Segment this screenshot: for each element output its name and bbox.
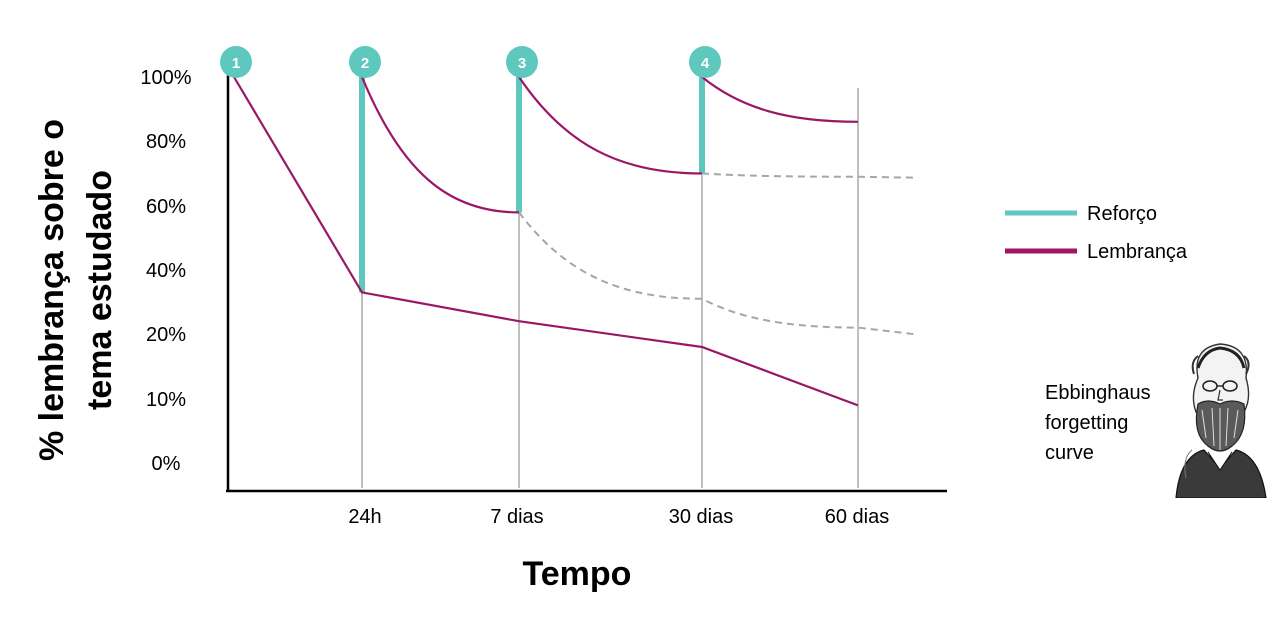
legend-label-1: Reforço xyxy=(1087,203,1157,225)
y-tick-label: 80% xyxy=(146,131,186,153)
y-tick-label: 100% xyxy=(140,67,191,89)
reinforcement-marker-4 xyxy=(689,46,721,78)
caption-line-2: forgetting xyxy=(1045,412,1129,434)
y-tick-label: 60% xyxy=(146,196,186,218)
memory-curves xyxy=(233,76,859,407)
reinforcement-marker-label: 4 xyxy=(701,55,710,72)
reinforcement-marker-label: 3 xyxy=(518,55,526,72)
memory-curve-after-review-2 xyxy=(360,76,520,214)
vertical-guides xyxy=(361,88,859,488)
reinforcement-marker-label: 2 xyxy=(361,55,369,72)
x-tick-labels: 24h 7 dias 30 dias 60 dias xyxy=(348,506,889,528)
y-tick-label: 40% xyxy=(146,260,186,282)
projection-line-4 xyxy=(518,211,919,336)
caption-line-1: Ebbinghaus xyxy=(1045,382,1151,404)
x-axis-title: Tempo xyxy=(523,555,632,593)
legend: Reforço Lembrança xyxy=(1005,203,1188,263)
reinforcement-marker-label: 1 xyxy=(232,55,240,72)
memory-curve-base xyxy=(233,76,859,407)
x-tick-label: 60 dias xyxy=(825,506,890,528)
y-tick-label: 20% xyxy=(146,324,186,346)
reinforcement-marker-1 xyxy=(220,46,252,78)
memory-curve-after-review-4 xyxy=(701,76,859,123)
y-axis-title-line-1: % lembrança sobre o xyxy=(33,119,71,461)
projection-lines xyxy=(518,172,919,336)
axes xyxy=(226,72,947,493)
projection-line-5 xyxy=(701,172,919,179)
legend-label-2: Lembrança xyxy=(1087,241,1188,263)
reinforcement-bars xyxy=(359,77,705,293)
y-tick-labels: 0% 10% 20% 40% 60% 80% 100% xyxy=(140,67,191,475)
x-tick-label: 7 dias xyxy=(490,506,543,528)
reinforcement-markers: 1 2 3 4 xyxy=(220,46,721,78)
y-tick-label: 0% xyxy=(152,453,181,475)
caption-line-3: curve xyxy=(1045,442,1094,464)
memory-curve-after-review-3 xyxy=(518,76,703,175)
y-tick-label: 10% xyxy=(146,389,186,411)
reinforcement-marker-2 xyxy=(349,46,381,78)
reinforcement-marker-3 xyxy=(506,46,538,78)
portrait-illustration-icon xyxy=(1175,343,1267,498)
caption: Ebbinghaus forgetting curve xyxy=(1045,378,1151,468)
x-tick-label: 30 dias xyxy=(669,506,734,528)
y-axis-title-line-2: tema estudado xyxy=(81,170,119,410)
x-tick-label: 24h xyxy=(348,506,381,528)
